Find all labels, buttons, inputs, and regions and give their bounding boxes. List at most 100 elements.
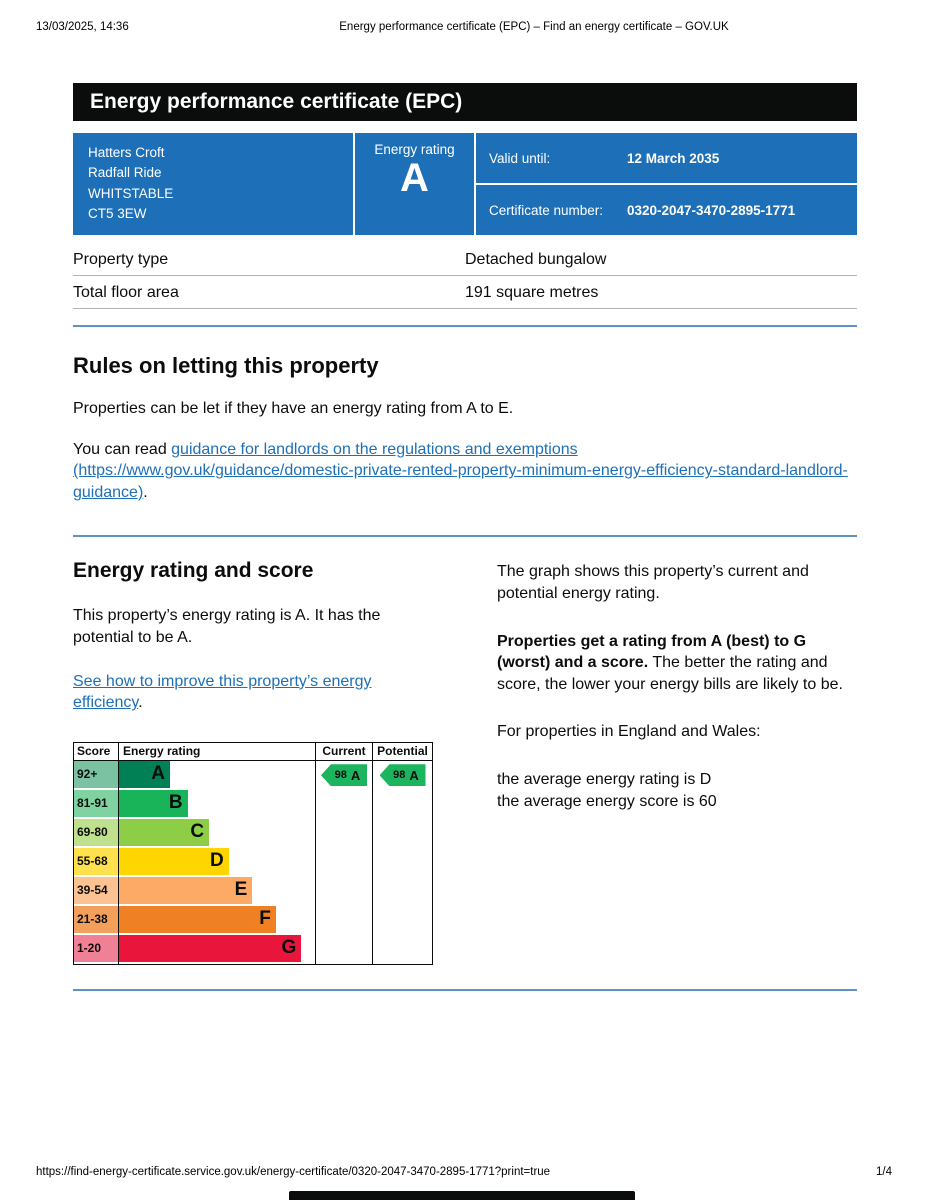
energy-rating-cell: Energy rating A: [355, 133, 476, 235]
current-cell: [315, 905, 372, 935]
improve-suffix: .: [138, 694, 143, 712]
band-bar-c: C: [119, 818, 210, 846]
print-header: 13/03/2025, 14:36 Energy performance cer…: [36, 21, 892, 35]
guidance-suffix: .: [143, 483, 148, 501]
bottom-bar: [289, 1191, 635, 1200]
potential-rating-tag-letter: A: [409, 767, 419, 783]
band-score-cell: 69-80: [74, 818, 119, 848]
band-bar-cell: D: [119, 847, 315, 877]
band-score-cell: 81-91: [74, 789, 119, 819]
page-title: Energy performance certificate (EPC): [90, 90, 463, 113]
epc-band-row-f: 21-38 F: [74, 905, 432, 935]
band-score-label: 39-54: [74, 876, 118, 904]
current-rating-tag-letter: A: [350, 767, 361, 783]
energy-rating-label: Energy rating: [374, 142, 455, 157]
print-title: Energy performance certificate (EPC) – F…: [339, 21, 729, 33]
address-line-3: WHITSTABLE: [88, 185, 174, 201]
rating-section: Energy rating and score This property’s …: [73, 559, 857, 965]
current-cell: [315, 847, 372, 877]
epc-band-row-d: 55-68 D: [74, 847, 432, 877]
band-score-label: 55-68: [74, 847, 118, 875]
band-score-cell: 39-54: [74, 876, 119, 906]
current-cell: 98 A: [315, 760, 372, 790]
graph-explainer: The graph shows this property’s current …: [497, 563, 809, 602]
potential-cell: [372, 876, 432, 906]
address-line-4: CT5 3EW: [88, 205, 147, 221]
certificate-number-row: Certificate number: 0320-2047-3470-2895-…: [476, 183, 857, 235]
property-type-value: Detached bungalow: [465, 251, 607, 268]
band-score-label: 1-20: [74, 934, 118, 962]
current-cell: [315, 876, 372, 906]
rating-scale-paragraph: Properties get a rating from A (best) to…: [497, 631, 857, 696]
epc-chart-rows: 92+ A 98 A 98 A 81-91 B 69-80 C 55-68 D 39-54 E 21-38 F…: [74, 760, 432, 964]
page-title-banner: Energy performance certificate (EPC): [73, 83, 857, 121]
band-bar-cell: G: [119, 934, 315, 964]
potential-cell: 98 A: [372, 760, 432, 790]
property-details-table: Property type Detached bungalow Total fl…: [73, 243, 857, 309]
epc-chart: Score Energy rating Current Potential 92…: [73, 741, 433, 965]
improve-paragraph: See how to improve this property’s energ…: [73, 671, 433, 714]
band-score-cell: 55-68: [74, 847, 119, 877]
rating-heading: Energy rating and score: [73, 559, 314, 583]
chart-header-potential: Potential: [372, 742, 432, 760]
footer-url: https://find-energy-certificate.service.…: [36, 1166, 551, 1178]
epc-band-row-g: 1-20 G: [74, 934, 432, 964]
guidance-paragraph: You can read guidance for landlords on t…: [73, 439, 857, 504]
average-rating-line: the average energy rating is D: [497, 770, 712, 788]
section-divider-2: [73, 535, 857, 538]
current-cell: [315, 818, 372, 848]
band-score-cell: 21-38: [74, 905, 119, 935]
rating-scale-bold: Properties get a rating from A (best) to…: [497, 632, 807, 672]
potential-rating-tag: 98 A: [379, 764, 426, 787]
chart-header-current: Current: [315, 742, 372, 760]
section-divider-1: [73, 325, 857, 327]
rating-column-right: The graph shows this property’s current …: [497, 559, 857, 964]
epc-chart-header: Score Energy rating Current Potential: [74, 742, 432, 761]
print-timestamp: 13/03/2025, 14:36: [36, 21, 129, 33]
band-score-label: 92+: [74, 760, 118, 788]
band-bar-cell: A: [119, 760, 315, 790]
band-score-label: 21-38: [74, 905, 118, 933]
certificate-meta: Valid until: 12 March 2035 Certificate n…: [476, 133, 857, 235]
floor-area-label: Total floor area: [73, 284, 179, 301]
average-score-line: the average energy score is 60: [497, 792, 717, 810]
epc-band-row-e: 39-54 E: [74, 876, 432, 906]
epc-band-row-c: 69-80 C: [74, 818, 432, 848]
current-cell: [315, 934, 372, 964]
band-bar-b: B: [119, 789, 188, 817]
chart-header-score: Score: [74, 742, 119, 760]
document-content: Energy performance certificate (EPC) Hat…: [73, 83, 857, 991]
potential-cell: [372, 818, 432, 848]
floor-area-value: 191 square metres: [465, 284, 599, 301]
valid-until-value: 12 March 2035: [627, 150, 720, 166]
improve-link[interactable]: See how to improve this property’s energ…: [73, 672, 372, 712]
section-divider-3: [73, 988, 857, 991]
certificate-number-value: 0320-2047-3470-2895-1771: [627, 202, 796, 218]
certificate-summary: Hatters Croft Radfall Ride WHITSTABLE CT…: [73, 133, 857, 235]
chart-header-energy-rating: Energy rating: [123, 744, 201, 759]
potential-cell: [372, 905, 432, 935]
averages-paragraph: the average energy rating is D the avera…: [497, 769, 857, 812]
epc-band-row-b: 81-91 B: [74, 789, 432, 819]
rules-heading: Rules on letting this property: [73, 353, 379, 378]
potential-rating-tag-score: 98: [393, 769, 406, 782]
rating-scale-rest: The better the rating and score, the low…: [497, 654, 843, 693]
page-number: 1/4: [876, 1166, 892, 1178]
epc-band-row-a: 92+ A 98 A 98 A: [74, 760, 432, 790]
current-cell: [315, 789, 372, 819]
band-bar-d: D: [119, 847, 229, 875]
certificate-number-label: Certificate number:: [489, 202, 604, 218]
band-bar-cell: C: [119, 818, 315, 848]
band-bar-a: A: [119, 760, 170, 788]
energy-rating-value: A: [400, 156, 429, 200]
band-bar-cell: E: [119, 876, 315, 906]
band-bar-e: E: [119, 876, 253, 904]
guidance-prefix: You can read: [73, 440, 172, 458]
band-score-label: 69-80: [74, 818, 118, 846]
rating-paragraph: This property’s energy rating is A. It h…: [73, 607, 381, 646]
band-bar-f: F: [119, 905, 276, 933]
valid-until-row: Valid until: 12 March 2035: [476, 133, 857, 183]
rating-column-left: Energy rating and score This property’s …: [73, 559, 433, 965]
guidance-link[interactable]: guidance for landlords on the regulation…: [73, 440, 848, 501]
